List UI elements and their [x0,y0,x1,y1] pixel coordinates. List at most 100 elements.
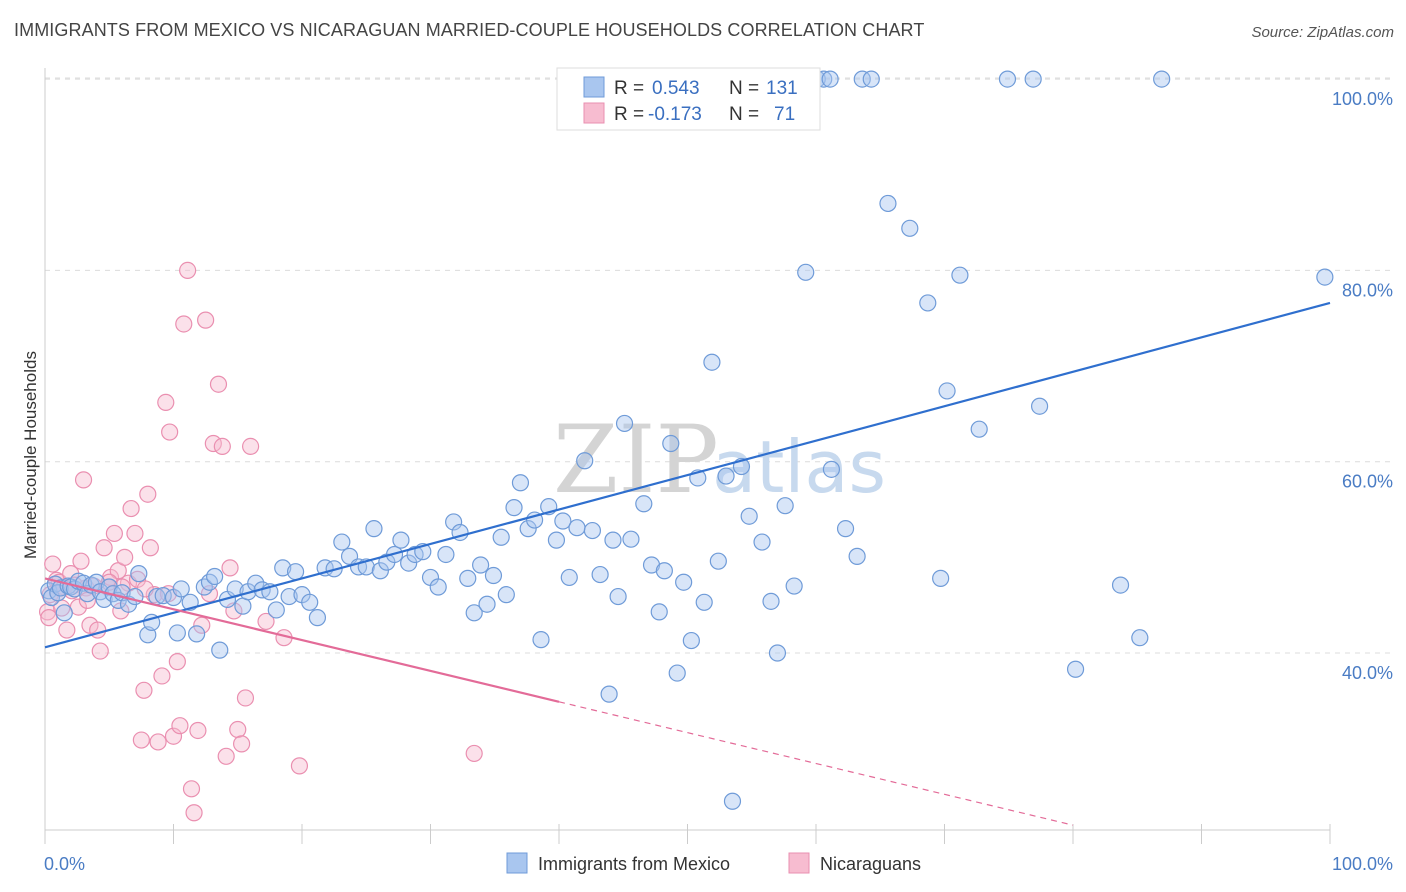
data-point-nicaraguan [74,471,93,489]
data-point-nicaraguan [157,393,175,411]
data-point-mexico [600,685,618,703]
bottom-legend: Immigrants from Mexico Nicaraguans [506,852,921,874]
data-point-mexico [568,519,586,537]
data-point-mexico [836,520,855,538]
data-point-mexico [195,578,213,596]
data-point-mexico [768,644,787,662]
data-point-mexico [785,577,803,595]
data-point-mexico [497,586,515,604]
data-points [38,70,1334,822]
bottom-legend-label-nicaraguan: Nicaraguans [820,854,921,874]
data-point-mexico [717,467,735,485]
axes: 40.0% 60.0% 80.0% 100.0% 0.0% 100.0% [44,68,1393,874]
data-point-nicaraguan [44,555,62,573]
data-point-mexico [919,294,937,312]
data-point-mexico [662,434,680,453]
data-point-mexico [970,420,988,438]
data-point-mexico [675,573,693,591]
data-point-nicaraguan [257,612,275,631]
data-point-mexico [1153,70,1171,88]
bottom-legend-swatch-mexico [506,852,528,874]
data-point-mexico [519,520,537,538]
trend-line-mexico [44,301,1331,649]
data-point-mexico [879,194,897,213]
data-point-nicaraguan [113,578,131,596]
data-point-mexico [478,595,496,613]
data-point-mexico [547,531,566,549]
data-point-mexico [753,533,771,551]
data-point-mexico [55,604,73,622]
data-point-mexico [511,474,530,492]
data-point-nicaraguan [72,552,90,570]
y-tick-label: 60.0% [1342,472,1393,492]
data-point-mexico [682,631,700,650]
data-point-mexico [723,792,742,810]
data-point-mexico [267,601,285,619]
data-point-mexico [130,565,148,583]
data-point-mexico [615,414,634,433]
data-point-mexico [472,556,490,574]
legend-swatch-nicaraguan [583,102,605,124]
data-point-mexico [576,452,594,470]
data-point-nicaraguan [242,437,260,455]
legend-n-label-nicaraguan: N = [729,104,759,125]
data-point-nicaraguan [161,423,179,441]
data-point-mexico [609,587,627,606]
data-point-nicaraguan [185,804,203,822]
bottom-legend-label-mexico: Immigrants from Mexico [538,854,730,874]
data-point-mexico [655,562,673,580]
data-point-mexico [1131,629,1149,647]
data-point-mexico [206,567,224,586]
data-point-mexico [437,545,455,564]
data-point-mexico [371,562,389,580]
data-point-nicaraguan [189,721,207,740]
data-point-mexico [822,460,841,478]
data-point-mexico [274,559,292,577]
data-point-mexico [650,603,668,621]
data-point-mexico [172,580,190,598]
data-point-nicaraguan [229,720,247,739]
source-label: Source: ZipAtlas.com [1251,24,1394,41]
data-point-nicaraguan [164,727,183,745]
data-point-mexico [583,521,602,540]
data-point-nicaraguan [233,735,251,753]
data-point-mexico [211,641,229,659]
data-point-mexico [492,528,510,546]
data-point-mexico [168,624,186,642]
data-point-nicaraguan [171,717,189,735]
data-point-mexico [1066,660,1085,678]
data-point-mexico [445,513,463,531]
watermark-zip: ZIP [553,406,719,515]
data-point-mexico [560,568,578,587]
legend-r-value-mexico: 0.543 [652,78,700,99]
data-point-nicaraguan [182,780,201,798]
data-point-mexico [459,569,477,587]
data-point-mexico [400,554,418,572]
data-point-mexico [308,609,327,627]
y-tick-label: 40.0% [1342,663,1393,683]
data-point-mexico [280,587,298,606]
data-point-mexico [695,593,713,611]
legend-r-value-nicaraguan: -0.173 [648,104,702,125]
watermark: ZIP atlas [553,406,886,515]
data-point-nicaraguan [193,616,211,634]
legend-swatch-mexico [583,76,605,98]
data-point-mexico [1316,268,1334,286]
data-point-mexico [901,219,919,237]
legend: R = 0.543 N = 131 R = -0.173 N = 71 [556,67,821,131]
data-point-nicaraguan [126,524,144,543]
data-point-nicaraguan [465,744,483,763]
data-point-nicaraguan [116,548,134,566]
data-point-nicaraguan [95,539,113,557]
data-point-mexico [848,547,866,565]
data-point-mexico [604,531,622,549]
data-point-mexico [951,266,969,284]
data-point-mexico [635,495,653,513]
trend-line-nicaraguan-extension [558,701,1074,826]
data-point-nicaraguan [179,261,197,279]
legend-n-label-mexico: N = [729,78,759,99]
data-point-mexico [591,565,609,584]
data-point-nicaraguan [149,733,167,751]
data-point-mexico [365,520,383,538]
